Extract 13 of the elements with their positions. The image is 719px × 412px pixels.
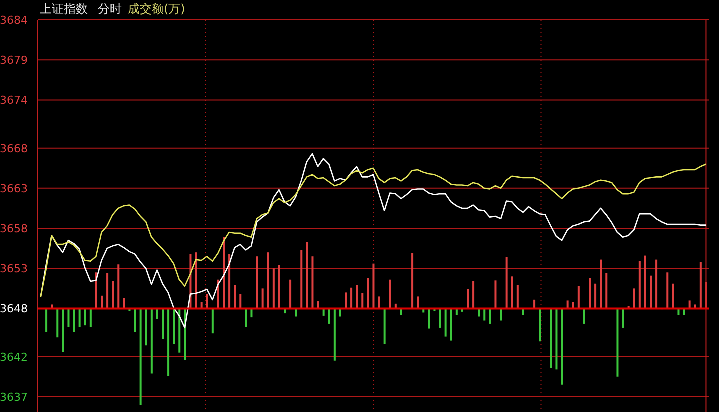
y-tick-label: 3684 [0, 14, 28, 27]
y-tick-label: 3637 [0, 390, 28, 404]
y-tick-label: 3679 [0, 54, 28, 68]
y-tick-label: 3658 [0, 222, 28, 236]
y-tick-label: 3653 [0, 262, 28, 276]
y-tick-label: 3642 [0, 350, 28, 364]
chart-title: 上证指数 [40, 2, 88, 16]
text: 成交额(万) [128, 2, 186, 16]
y-tick-label: 3648 [0, 302, 28, 316]
y-tick-label: 3674 [0, 94, 28, 108]
y-tick-label: 3668 [0, 142, 28, 156]
chart-subtitle: 分时 [98, 2, 122, 16]
y-tick-label: 3663 [0, 182, 28, 196]
